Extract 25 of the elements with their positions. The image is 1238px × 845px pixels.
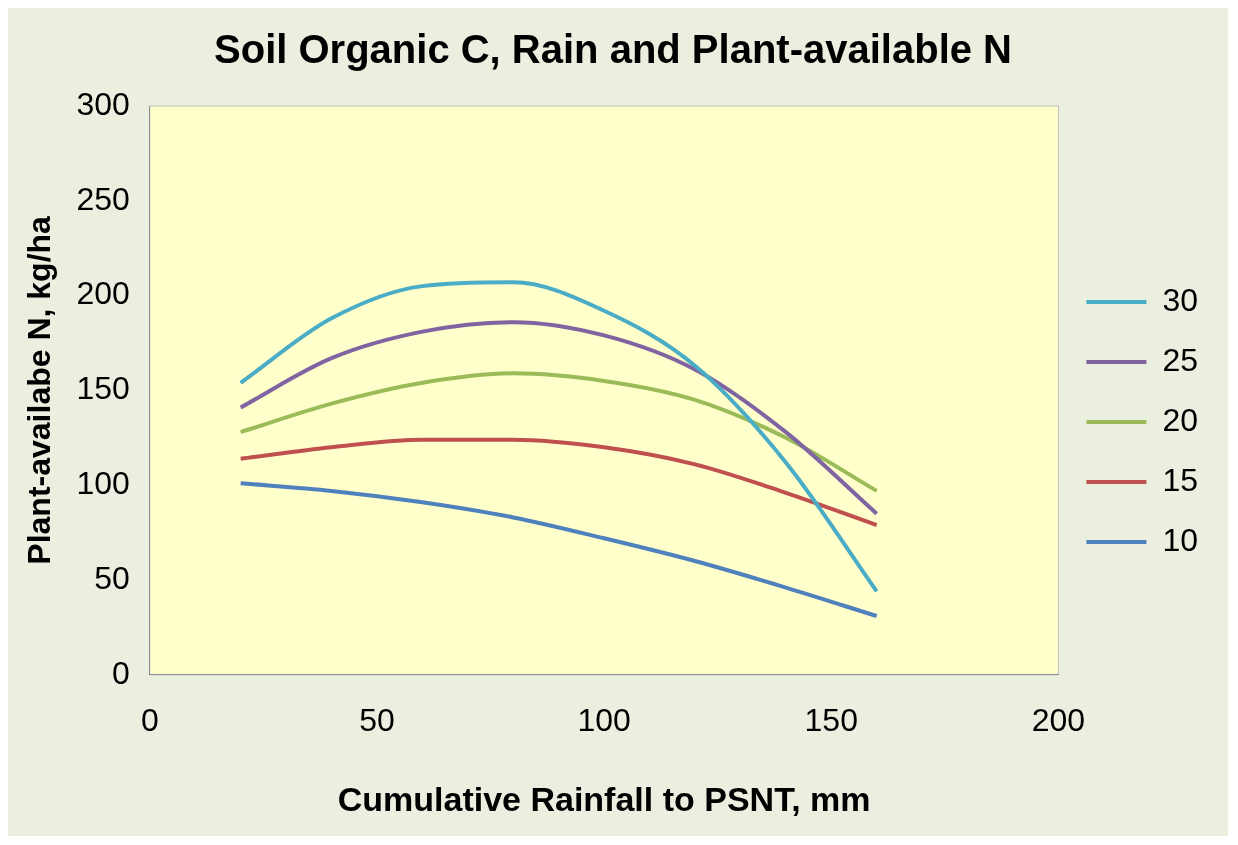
y-axis-title: Plant-availabe N, kg/ha [21,215,58,565]
legend-label: 20 [1162,401,1198,438]
y-tick-label: 0 [111,654,130,691]
x-tick-label: 0 [140,701,159,738]
chart-title: Soil Organic C, Rain and Plant-available N [214,27,1012,72]
y-tick-label: 100 [76,465,130,502]
legend-label: 25 [1162,341,1198,378]
line-series [238,280,879,594]
y-tick-label: 250 [76,180,130,217]
x-tick-label: 100 [577,701,631,738]
x-tick-label: 200 [1031,701,1086,738]
x-tick-label: 50 [359,701,395,738]
line-series [238,320,879,516]
y-tick-label: 300 [76,85,130,122]
line-series [238,437,879,528]
line-series [238,481,879,619]
y-tick-label: 50 [94,559,130,596]
x-axis-title: Cumulative Rainfall to PSNT, mm [337,779,871,818]
legend-label: 15 [1162,461,1198,498]
legend-label: 10 [1162,521,1198,558]
y-tick-label: 150 [76,370,130,407]
x-tick-label: 150 [804,701,858,738]
y-tick-label: 200 [76,275,130,312]
legend-label: 30 [1162,281,1198,318]
line-series [238,371,879,493]
